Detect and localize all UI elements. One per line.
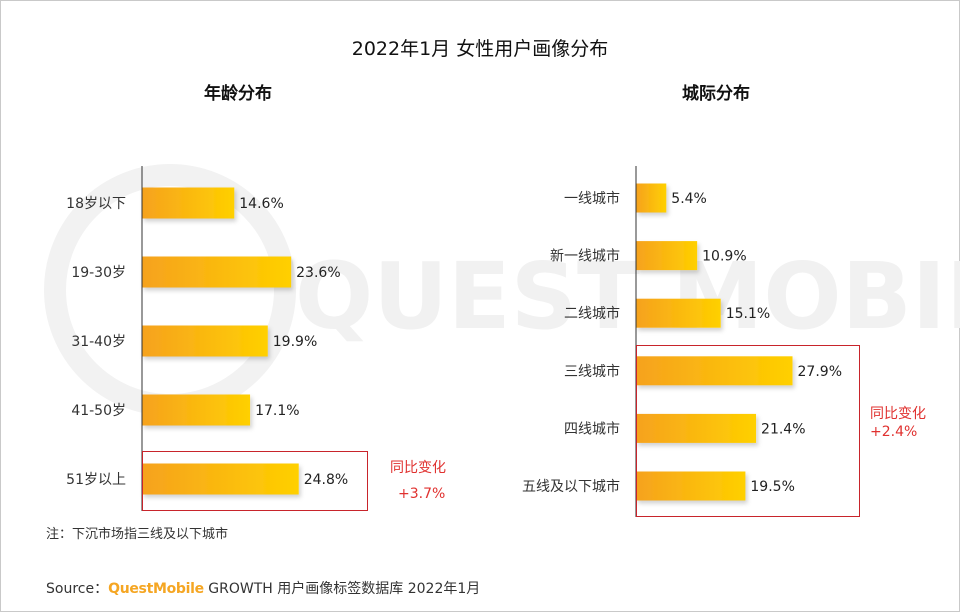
city-value-label: 10.9%: [702, 249, 746, 265]
city-bar: [636, 413, 757, 443]
city-value-label: 5.4%: [671, 191, 707, 207]
city-value-label: 21.4%: [761, 421, 805, 437]
age-value-label: 19.9%: [273, 334, 317, 350]
age-bar: [142, 187, 235, 219]
age-category-label: 19-30岁: [71, 265, 126, 281]
city-category-label: 新一线城市: [550, 248, 620, 265]
age-change-value: +3.7%: [398, 486, 446, 502]
age-value-label: 14.6%: [239, 196, 283, 212]
city-bar: [636, 298, 721, 328]
age-category-label: 51岁以上: [66, 472, 126, 488]
age-bar: [142, 256, 292, 288]
footnote: 注：下沉市场指三线及以下城市: [46, 527, 229, 542]
city-bar: [636, 471, 746, 501]
city-value-label: 15.1%: [726, 306, 770, 322]
city-change-value: +2.4%: [870, 424, 918, 440]
age-category-label: 31-40岁: [71, 334, 126, 350]
age-value-label: 24.8%: [304, 472, 348, 488]
age-bar: [142, 325, 268, 357]
city-bar: [636, 356, 793, 386]
source-prefix: Source：: [46, 581, 109, 597]
source-line: Source：QuestMobile GROWTH 用户画像标签数据库 2022…: [46, 578, 480, 598]
age-bar: [142, 394, 251, 426]
watermark-text: QUEST MOBILE: [295, 243, 960, 350]
age-highlight-box: [142, 451, 368, 511]
age-bar: [142, 463, 299, 495]
source-text: GROWTH 用户画像标签数据库 2022年1月: [203, 581, 481, 597]
city-change-label: 同比变化: [870, 406, 926, 422]
city-value-label: 19.5%: [750, 479, 794, 495]
city-bar: [636, 241, 698, 271]
city-value-label: 27.9%: [798, 364, 842, 380]
city-category-label: 三线城市: [564, 363, 620, 380]
city-chart: 一线城市 5.4% 新一线城市 10.9% 二线城市 15.1% 三线城市 27.9% 四线城市…: [522, 166, 842, 517]
age-category-label: 18岁以下: [66, 196, 126, 212]
city-category-label: 二线城市: [564, 305, 620, 322]
city-category-label: 五线及以下城市: [522, 478, 620, 495]
city-highlight-box: [636, 345, 860, 517]
age-chart: 18岁以下 14.6% 19-30岁 23.6% 31-40岁 19.9% 41-50岁 17…: [66, 166, 348, 511]
age-change-label: 同比变化: [390, 460, 446, 476]
age-value-label: 23.6%: [296, 265, 340, 281]
source-brand: QuestMobile: [108, 581, 204, 597]
city-category-label: 一线城市: [564, 190, 620, 207]
city-panel-title: 城际分布: [682, 84, 750, 104]
chart-title: 2022年1月 女性用户画像分布: [351, 38, 609, 60]
age-value-label: 17.1%: [255, 403, 299, 419]
city-category-label: 四线城市: [564, 420, 620, 437]
age-panel-title: 年龄分布: [204, 84, 272, 104]
city-bar: [636, 183, 667, 213]
age-category-label: 41-50岁: [71, 403, 126, 419]
